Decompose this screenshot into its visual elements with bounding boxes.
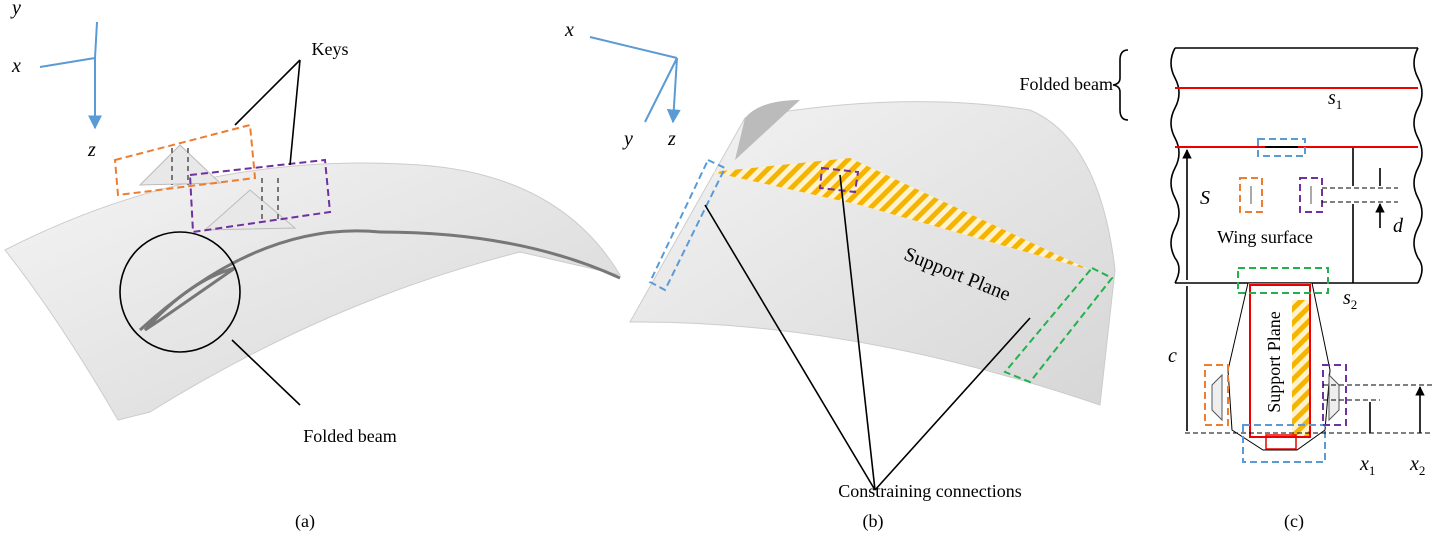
annotation: Keys [312,39,349,59]
symbol: x [1409,453,1419,475]
symbol: x [1359,453,1369,475]
annotation: Folded beam [303,426,396,446]
wavy-edges [1171,48,1422,283]
box-edges [1175,48,1418,283]
symbol: s1 [1328,87,1342,112]
support-stripes [1292,300,1310,437]
axes [590,37,677,122]
symbol: x2 [1409,453,1425,478]
symbol: c [1168,345,1177,367]
axis-label: y [10,0,21,19]
annotation: Constraining connections [838,481,1021,501]
panel-label: (c) [1284,511,1304,532]
subscript: 1 [1336,97,1343,112]
dim-lines [1322,188,1398,202]
symbol: s [1328,87,1336,109]
figure: y x z Keys Folded beam (a) x y z Support… [0,0,1443,539]
symbol: S [1200,187,1210,209]
axis-label: y [622,128,633,150]
axis-label: z [87,139,96,161]
symbol: s2 [1343,287,1357,312]
subscript: 2 [1419,463,1426,478]
symbol: d [1393,215,1404,237]
panel-label: (b) [863,511,884,532]
panel-label: (a) [295,511,315,532]
axis-label: x [11,55,21,77]
wing [5,163,620,420]
annotation: Folded beam [1020,74,1113,94]
symbol: s [1343,287,1351,309]
symbol: x1 [1359,453,1375,478]
slot [1251,186,1311,204]
dim-arrow [1353,148,1380,283]
subscript: 1 [1369,463,1376,478]
subscript: 2 [1351,297,1358,312]
axis-label: x [564,19,574,41]
panel-b: x y z Support Plane Constraining connect… [564,19,1115,532]
brace [1113,50,1128,120]
axis-label: z [667,128,676,150]
annotation: Support Plane [1264,311,1284,413]
annotation: Wing surface [1217,227,1313,247]
panel-a: y x z Keys Folded beam (a) [5,0,620,532]
axes [40,22,97,128]
